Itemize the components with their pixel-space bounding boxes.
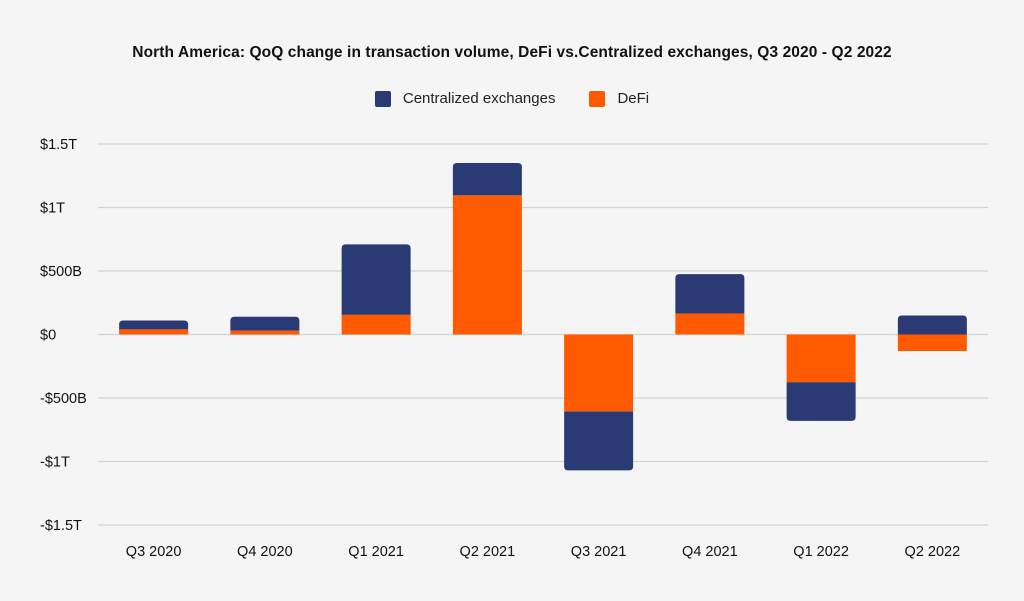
bar-centralized bbox=[119, 320, 189, 330]
x-tick-label: Q3 2021 bbox=[571, 544, 627, 560]
legend-swatch-centralized bbox=[374, 90, 391, 107]
bar-defi bbox=[452, 195, 522, 335]
legend-label-defi: DeFi bbox=[617, 90, 650, 107]
legend-item-defi: DeFi bbox=[589, 90, 649, 107]
x-tick-label: Q3 2020 bbox=[126, 544, 182, 560]
bar-defi bbox=[119, 329, 189, 335]
x-tick-label: Q2 2022 bbox=[905, 544, 961, 560]
bar-defi bbox=[675, 313, 745, 335]
y-tick-label: $500B bbox=[40, 264, 82, 280]
legend-item-centralized: Centralized exchanges bbox=[374, 90, 556, 107]
y-tick-label: -$500B bbox=[40, 391, 87, 407]
bar-centralized bbox=[230, 316, 300, 331]
x-tick-label: Q2 2021 bbox=[460, 544, 516, 560]
y-tick-label: $1T bbox=[40, 201, 65, 217]
chart-title: North America: QoQ change in transaction… bbox=[132, 44, 892, 61]
y-tick-label: -$1T bbox=[40, 455, 70, 471]
y-tick-label: -$1.5T bbox=[40, 518, 82, 534]
x-tick-label: Q1 2021 bbox=[348, 544, 404, 560]
bar-defi bbox=[786, 334, 856, 383]
bar-defi bbox=[564, 334, 634, 412]
bar-defi bbox=[341, 314, 411, 335]
bar-centralized bbox=[564, 411, 634, 471]
legend-label-centralized: Centralized exchanges bbox=[402, 90, 556, 107]
x-tick-label: Q4 2020 bbox=[237, 544, 293, 560]
bar-centralized bbox=[341, 244, 411, 315]
bar-defi bbox=[230, 330, 300, 335]
bar-centralized bbox=[786, 382, 856, 421]
legend-swatch-defi bbox=[589, 90, 606, 107]
y-tick-label: $1.5T bbox=[40, 137, 77, 153]
bar-centralized bbox=[897, 315, 967, 335]
bar-defi bbox=[897, 334, 967, 352]
chart-legend: Centralized exchanges DeFi bbox=[0, 90, 1024, 107]
bar-centralized bbox=[675, 274, 745, 314]
y-tick-label: $0 bbox=[40, 328, 56, 344]
bar-centralized bbox=[452, 163, 522, 196]
x-tick-label: Q4 2021 bbox=[682, 544, 738, 560]
x-tick-label: Q1 2022 bbox=[793, 544, 849, 560]
